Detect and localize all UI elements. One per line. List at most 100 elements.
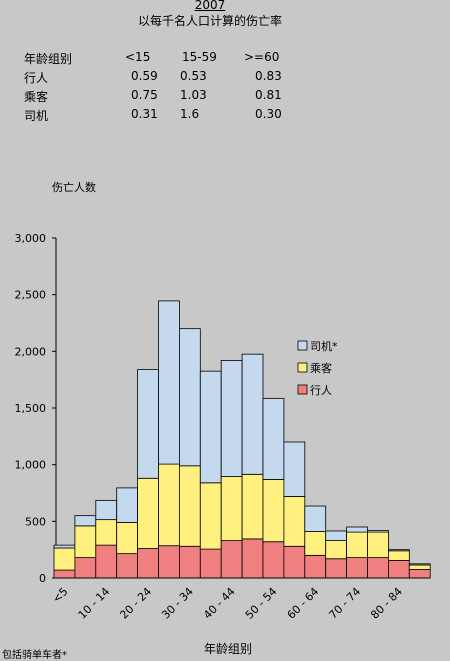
rate-col-header-60plus: >=60: [244, 50, 280, 64]
bar-segment-pedestrian: [262, 541, 285, 579]
x-tick-label: <5: [50, 585, 71, 606]
x-axis-title: 年龄组别: [204, 642, 252, 656]
bar-segment-passenger: [158, 463, 180, 547]
bar-segment-pedestrian: [74, 557, 97, 579]
bar-segment-driver: [116, 487, 138, 523]
rate-value: 0.83: [255, 69, 282, 83]
bar-segment-driver: [74, 515, 97, 527]
rate-row-label: 乘客: [24, 90, 49, 104]
rate-value: 1.6: [180, 107, 200, 121]
x-tick-label: 10 - 14: [76, 585, 113, 622]
bar-segment-driver: [178, 328, 201, 467]
legend-swatch-pedestrian: [297, 384, 308, 395]
x-tick-label: 60 - 64: [285, 585, 322, 622]
bar-segment-pedestrian: [241, 538, 264, 579]
bar-segment-passenger: [408, 564, 431, 570]
bar-segment-pedestrian: [283, 545, 306, 579]
footnote: 包括骑单车者*: [2, 650, 67, 661]
bar-segment-pedestrian: [158, 545, 180, 579]
rate-row-passenger: 乘客 0.75 1.03 0.81: [24, 88, 324, 107]
x-tick-label: 40 - 44: [201, 585, 238, 622]
bar-segment-passenger: [283, 495, 306, 547]
y-tick-label: 2,500: [15, 289, 47, 302]
bar-segment-pedestrian: [199, 548, 222, 579]
chart-subtitle: 以每千名人口计算的伤亡率: [137, 14, 282, 28]
rate-row-pedestrian: 行人 0.59 0.53 0.83: [24, 69, 324, 88]
bar-segment-pedestrian: [387, 560, 410, 579]
rate-col-header-under15: <15: [125, 50, 151, 64]
rate-value: 0.31: [131, 107, 158, 121]
rate-value: 0.75: [131, 88, 158, 102]
bar-segment-driver: [325, 530, 348, 542]
bar-segment-driver: [367, 530, 389, 533]
bar-segment-passenger: [178, 465, 201, 547]
x-tick-label: 30 - 34: [159, 585, 196, 622]
bar-segment-driver: [387, 549, 410, 552]
bar-segment-pedestrian: [178, 545, 201, 579]
bar-segment-driver: [241, 353, 264, 475]
bar-segment-driver: [304, 505, 327, 532]
y-tick-label: 2,000: [15, 345, 47, 358]
bar-segment-driver: [220, 359, 243, 477]
rate-col-header-15-59: 15-59: [182, 50, 217, 64]
bar-segment-driver: [199, 370, 222, 484]
bar-segment-driver: [283, 441, 306, 497]
bar-segment-driver: [346, 526, 368, 533]
bar-segment-passenger: [116, 522, 138, 555]
y-tick-label: 3,000: [15, 232, 47, 245]
rate-value: 1.03: [180, 88, 207, 102]
rate-value: 0.30: [255, 107, 282, 121]
legend-label: 乘客: [310, 361, 332, 375]
bar-segment-passenger: [137, 477, 159, 549]
bar-segment-driver: [95, 499, 118, 521]
bar-segment-pedestrian: [220, 540, 243, 579]
bar-segment-pedestrian: [408, 569, 431, 579]
x-tick-label: 70 - 74: [326, 585, 363, 622]
rate-row-driver: 司机 0.31 1.6 0.30: [24, 107, 324, 126]
bar-segment-driver: [262, 397, 285, 480]
bar-segment-pedestrian: [53, 569, 76, 579]
y-tick-label: 0: [39, 572, 46, 585]
y-tick-label: 1,500: [15, 402, 47, 415]
bar-segment-passenger: [325, 540, 348, 560]
y-tick-label: 500: [25, 515, 46, 528]
rate-value: 0.53: [180, 69, 207, 83]
bar-segment-driver: [137, 369, 159, 479]
year-title: 2007: [194, 0, 226, 12]
x-tick-label: 80 - 84: [368, 585, 405, 622]
bar-segment-passenger: [241, 473, 264, 540]
x-tick-label: 20 - 24: [117, 585, 154, 622]
bar-segment-pedestrian: [95, 544, 118, 579]
y-axis-title: 伤亡人数: [52, 181, 96, 194]
bar-segment-passenger: [53, 547, 76, 571]
x-tick-label: 50 - 54: [243, 585, 280, 622]
rate-row-label: 行人: [24, 71, 49, 85]
bar-segment-pedestrian: [304, 554, 327, 579]
bar-segment-driver: [53, 544, 76, 549]
bar-segment-pedestrian: [346, 557, 368, 579]
bar-segment-passenger: [199, 482, 222, 550]
rate-value: 0.81: [255, 88, 282, 102]
bar-segment-passenger: [74, 525, 97, 558]
bar-segment-passenger: [220, 476, 243, 542]
bar-segment-passenger: [367, 531, 389, 558]
y-tick-label: 1,000: [15, 459, 47, 472]
bar-segment-pedestrian: [325, 558, 348, 579]
rate-table-header-row: 年龄组别 <15 15-59 >=60: [24, 50, 324, 69]
legend-label: 行人: [310, 384, 332, 397]
rate-table: 年龄组别 <15 15-59 >=60 行人 0.59 0.53 0.83 乘客…: [24, 50, 324, 126]
bar-segment-pedestrian: [367, 557, 389, 579]
bar-segment-passenger: [304, 531, 327, 556]
bar-segment-driver: [408, 563, 431, 566]
bar-segment-driver: [158, 300, 180, 465]
legend-label: 司机*: [310, 339, 338, 353]
bar-segment-pedestrian: [137, 548, 159, 579]
bar-segment-passenger: [387, 550, 410, 561]
rate-value: 0.59: [131, 69, 158, 83]
bar-segment-passenger: [262, 478, 285, 543]
legend-swatch-driver: [297, 340, 308, 351]
bar-segment-pedestrian: [116, 553, 138, 579]
rate-row-label: 司机: [24, 109, 49, 123]
bar-segment-passenger: [346, 531, 368, 558]
